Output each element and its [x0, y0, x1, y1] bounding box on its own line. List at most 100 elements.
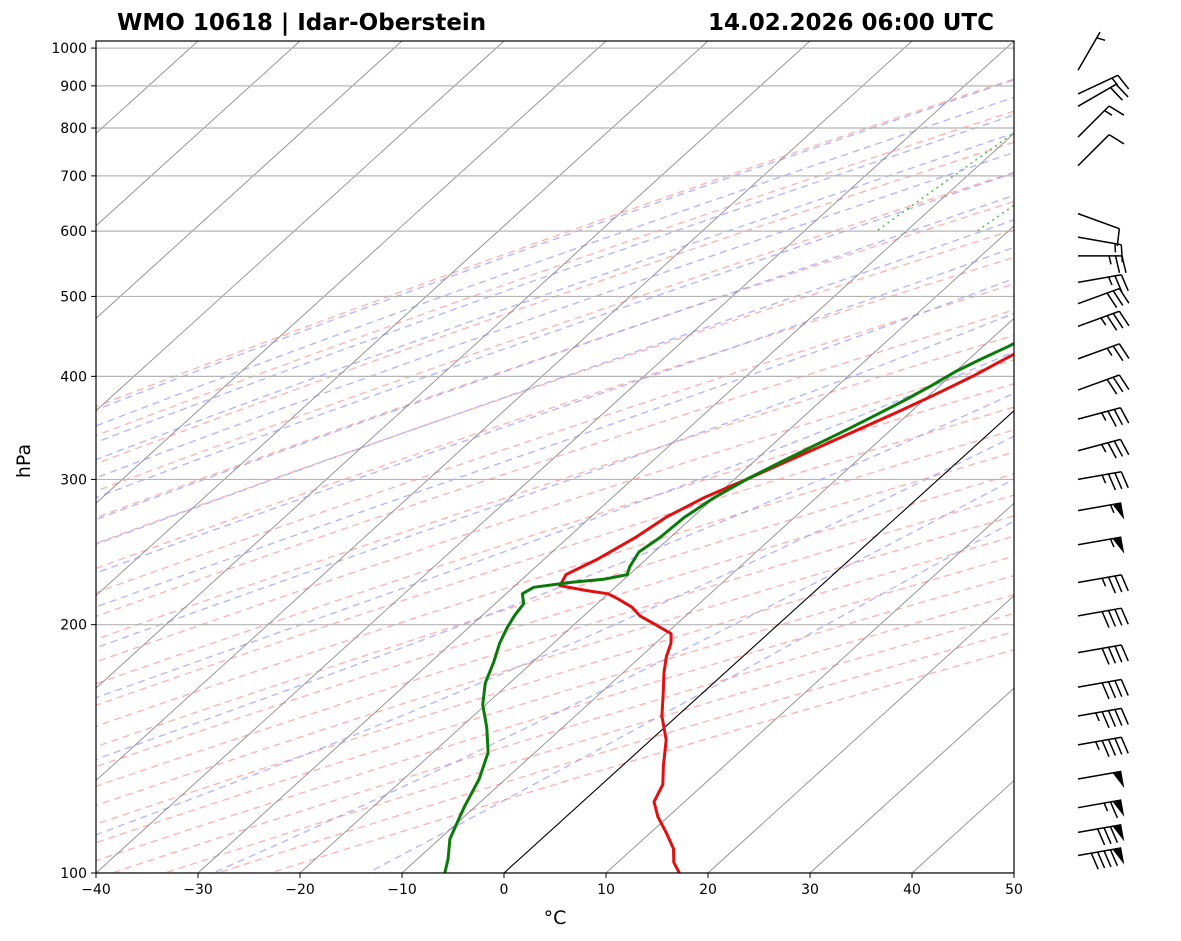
- barb-pennant: [1112, 537, 1125, 554]
- barb-staff: [1077, 236, 1122, 246]
- barb-full: [1107, 576, 1117, 594]
- moist-adiabat: [96, 277, 1014, 608]
- moist-adiabat: [96, 132, 1014, 461]
- barb-full: [1120, 574, 1129, 592]
- barb-full: [1107, 739, 1117, 756]
- isotherm: [96, 41, 709, 597]
- isotherm: [605, 502, 1014, 873]
- barb-full: [1101, 740, 1110, 757]
- barb-staff: [1077, 287, 1120, 305]
- barb-pennant: [1112, 800, 1125, 817]
- barb-half: [1106, 347, 1113, 356]
- barb-full: [1114, 472, 1123, 490]
- wind-barb: [1077, 536, 1125, 554]
- barb-full: [1114, 575, 1123, 593]
- barb-full: [1114, 255, 1121, 273]
- barb-half: [1109, 538, 1115, 548]
- wind-barbs: [1077, 31, 1130, 870]
- y-tick-label: 600: [60, 224, 87, 240]
- wind-barb: [1077, 824, 1125, 846]
- barb-half: [1101, 444, 1107, 453]
- barb-pennant: [1112, 771, 1125, 789]
- barb-pennant: [1112, 847, 1125, 865]
- barb-half: [1096, 37, 1106, 42]
- barb-staff: [1077, 83, 1117, 107]
- y-axis-label: hPa: [13, 444, 35, 478]
- barb-half: [1109, 504, 1115, 514]
- barb-full: [1106, 315, 1118, 331]
- isotherm: [707, 595, 1014, 873]
- barb-staff: [1077, 273, 1122, 284]
- barb-staff: [1077, 471, 1122, 481]
- y-tick-label: 400: [60, 369, 87, 385]
- barb-full: [1120, 644, 1129, 662]
- dry-adiabat: [96, 451, 1014, 748]
- title-datetime: 14.02.2026 06:00 UTC: [708, 10, 994, 36]
- wind-barb: [1077, 574, 1129, 594]
- barb-full: [1114, 609, 1123, 626]
- y-tick-label: 500: [60, 289, 87, 305]
- isotherm: [197, 132, 1014, 873]
- dry-adiabat: [96, 256, 1014, 570]
- x-tick-label: −30: [183, 882, 213, 898]
- barb-full: [1107, 473, 1117, 491]
- barb-full: [1097, 828, 1106, 846]
- barb-full: [1107, 410, 1117, 427]
- barb-staff: [1077, 707, 1122, 717]
- barb-staff: [1077, 134, 1110, 167]
- barb-full: [1120, 471, 1129, 489]
- wind-barb: [1077, 438, 1130, 459]
- wind-barb: [1077, 644, 1129, 665]
- wind-barb: [1077, 236, 1124, 263]
- barb-half: [1101, 577, 1107, 587]
- dry-adiabat: [96, 473, 1014, 768]
- barb-full: [1114, 275, 1123, 293]
- wind-barb: [1077, 105, 1125, 138]
- moist-adiabat: [96, 219, 1014, 546]
- dry-adiabat: [96, 535, 1014, 825]
- barb-full: [1090, 852, 1099, 870]
- barb-full: [1101, 648, 1110, 665]
- y-tick-label: 1000: [51, 41, 87, 57]
- barb-full: [1120, 244, 1124, 263]
- moist-adiabat: [212, 478, 1014, 873]
- isotherm: [96, 41, 301, 227]
- x-tick-label: 40: [903, 882, 921, 898]
- isotherm: [96, 41, 403, 319]
- dry-adiabat: [96, 78, 1014, 408]
- barb-staff: [1077, 736, 1122, 746]
- dry-adiabat: [96, 359, 1014, 663]
- dewpoint-profile: [443, 341, 1014, 873]
- wind-barb: [1077, 310, 1130, 331]
- wind-barb: [1077, 678, 1129, 700]
- isotherm: [96, 41, 913, 782]
- wind-barb: [1077, 736, 1129, 757]
- wind-barb: [1077, 374, 1130, 395]
- barb-full: [1101, 682, 1110, 700]
- barb-staff: [1077, 574, 1122, 584]
- barb-half: [1095, 741, 1100, 751]
- background-lines: [96, 41, 1014, 873]
- barb-half: [1108, 255, 1112, 265]
- barb-full: [1119, 407, 1130, 424]
- barb-full: [1109, 87, 1123, 101]
- barb-full: [1120, 274, 1129, 292]
- barb-full: [1097, 851, 1106, 869]
- barb-full: [1107, 442, 1117, 459]
- barb-staff: [1077, 374, 1120, 391]
- wind-barb: [1077, 83, 1129, 107]
- barb-full: [1112, 345, 1124, 362]
- barb-full: [1103, 827, 1112, 845]
- barb-full: [1118, 343, 1130, 359]
- x-axis-label: °C: [544, 907, 567, 929]
- barb-full: [1109, 826, 1119, 844]
- barb-staff: [1077, 536, 1122, 546]
- axis-ticks: −40 −30 −20 −10 0 10 20 30 40 50 1000 900 800 700 600 5…: [51, 41, 1023, 898]
- barb-staff: [1077, 31, 1101, 71]
- wind-barb: [1077, 471, 1129, 491]
- barb-full: [1107, 610, 1117, 627]
- x-tick-label: 50: [1005, 882, 1023, 898]
- barb-half: [1095, 712, 1100, 722]
- barb-full: [1115, 83, 1129, 98]
